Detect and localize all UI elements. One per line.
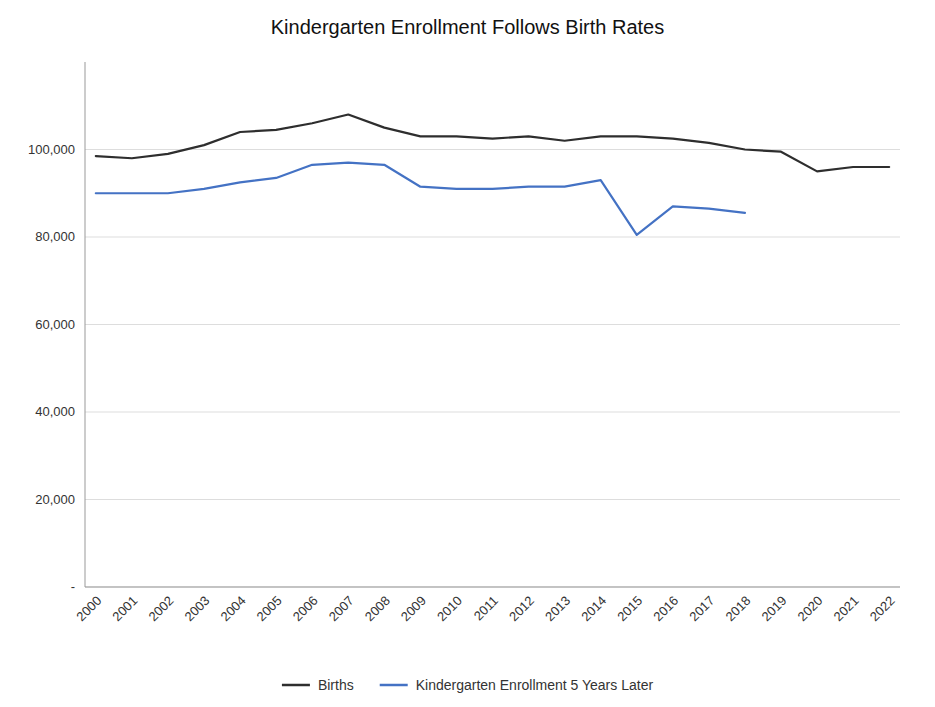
- y-tick-label: 100,000: [28, 142, 75, 157]
- grid: [85, 150, 900, 588]
- x-tick-label: 2000: [73, 593, 104, 624]
- y-tick-label: 20,000: [35, 492, 75, 507]
- x-tick-label: 2005: [254, 593, 285, 624]
- x-tick-label: 2020: [795, 593, 826, 624]
- chart: Kindergarten Enrollment Follows Birth Ra…: [0, 0, 935, 707]
- y-tick-label: 40,000: [35, 404, 75, 419]
- x-tick-label: 2017: [686, 593, 717, 624]
- grid-line: [85, 237, 900, 238]
- x-tick-label: 2013: [542, 593, 573, 624]
- y-tick-label: 80,000: [35, 229, 75, 244]
- x-tick-label: 2018: [722, 593, 753, 624]
- x-tick-label: 2015: [614, 593, 645, 624]
- y-tick-label: -: [71, 579, 75, 594]
- x-axis-line: [85, 587, 900, 588]
- series-group: [96, 115, 889, 235]
- grid-line: [85, 499, 900, 500]
- x-tick-label: 2010: [434, 593, 465, 624]
- x-tick-label: 2004: [218, 593, 249, 624]
- x-tick-label: 2012: [506, 593, 537, 624]
- x-tick-label: 2016: [650, 593, 681, 624]
- x-tick-label: 2001: [109, 593, 140, 624]
- grid-line: [85, 412, 900, 413]
- x-tick-label: 2011: [471, 593, 501, 623]
- x-tick-label: 2002: [145, 593, 176, 624]
- legend-item: Kindergarten Enrollment 5 Years Later: [380, 677, 654, 693]
- legend-label: Births: [318, 677, 354, 693]
- legend-item: Births: [282, 677, 354, 693]
- x-tick-label: 2007: [326, 593, 357, 624]
- x-tick-label: 2009: [398, 593, 429, 624]
- y-tick-label: 60,000: [35, 317, 75, 332]
- grid-line: [85, 587, 900, 588]
- x-tick-label: 2003: [182, 593, 213, 624]
- legend: Births Kindergarten Enrollment 5 Years La…: [282, 677, 654, 693]
- legend-swatch: [282, 684, 310, 687]
- title: Kindergarten Enrollment Follows Birth Ra…: [271, 16, 665, 38]
- legend-label: Kindergarten Enrollment 5 Years Later: [416, 677, 654, 693]
- series-line: [96, 163, 745, 235]
- grid-line: [85, 324, 900, 325]
- x-tick-label: 2014: [578, 593, 609, 624]
- grid-line: [85, 149, 900, 150]
- legend-swatch: [380, 684, 408, 687]
- x-tick-label: 2006: [290, 593, 321, 624]
- x-tick-label: 2019: [758, 593, 789, 624]
- x-tick-label: 2021: [831, 593, 862, 624]
- x-tick-label: 2022: [867, 593, 898, 624]
- x-tick-label: 2008: [362, 593, 393, 624]
- y-axis-line: [85, 62, 86, 587]
- series-line: [96, 115, 889, 172]
- axes: - 20,000 40,000 60,000 80,000 100,000 20002001…: [28, 62, 900, 624]
